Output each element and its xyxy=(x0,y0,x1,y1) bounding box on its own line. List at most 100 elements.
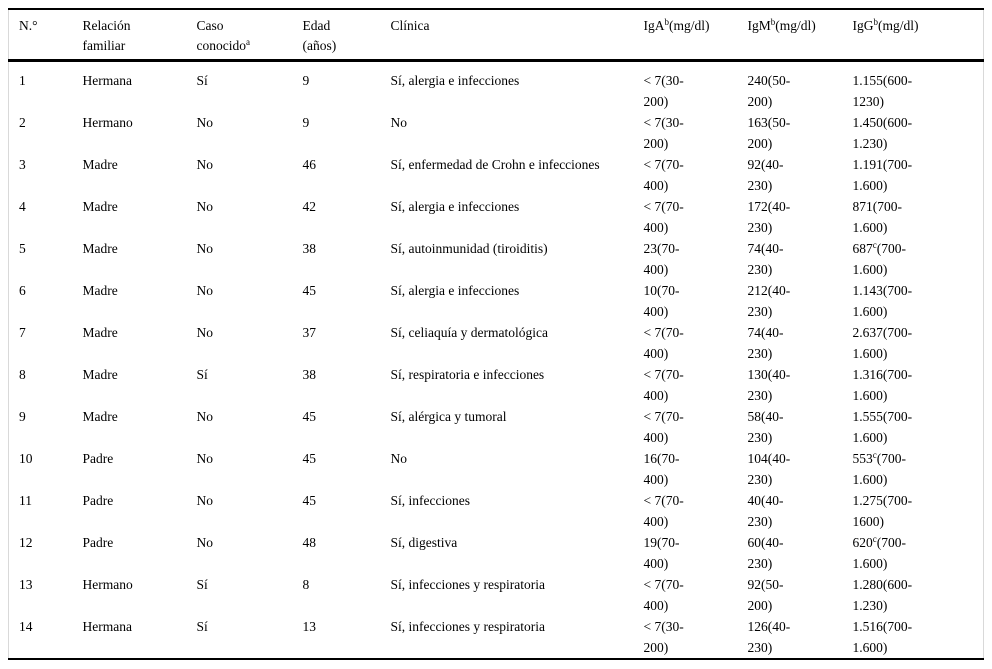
footnote-marker-a: a xyxy=(246,37,250,47)
cell-clinica: Sí, autoinmunidad (tiroiditis) xyxy=(390,241,548,256)
column-header-caso: Caso conocidoa xyxy=(196,9,303,62)
cell-igg: 871(700- 1.600) xyxy=(852,199,903,235)
cell-clinica: No xyxy=(390,115,408,130)
cell-num: 7 xyxy=(19,325,26,340)
cell-clinica: Sí, infecciones y respiratoria xyxy=(390,577,545,592)
cell-relacion: Madre xyxy=(82,283,118,298)
cell-edad: 45 xyxy=(302,409,317,424)
table-row: 12 Padre No 48 Sí, digestiva 19(70- 400) 60(40-… xyxy=(9,532,984,574)
cell-num: 10 xyxy=(19,451,33,466)
cell-igm: 74(40- 230) xyxy=(747,241,784,277)
cell-iga: < 7(30- 200) xyxy=(643,115,684,151)
cell-igg: 1.155(600- 1230) xyxy=(852,73,913,109)
cell-caso: No xyxy=(196,325,214,340)
cell-caso: Sí xyxy=(196,73,208,88)
cell-igm: 126(40- 230) xyxy=(747,619,791,655)
cell-caso: No xyxy=(196,493,214,508)
cell-num: 5 xyxy=(19,241,26,256)
cell-edad: 37 xyxy=(302,325,317,340)
table-row: 10 Padre No 45 No 16(70- 400) 104(40- 230) 553c(7… xyxy=(9,448,984,490)
cell-edad: 46 xyxy=(302,157,317,172)
cell-iga: < 7(70- 400) xyxy=(643,199,684,235)
cell-caso: No xyxy=(196,451,214,466)
cell-relacion: Madre xyxy=(82,199,118,214)
table-header: N.° Relación familiar Caso conocidoa Edad (año… xyxy=(8,9,984,62)
cell-igg: 1.275(700- 1600) xyxy=(852,493,913,529)
cell-igm: 92(50- 200) xyxy=(747,577,784,613)
table-row: 9 Madre No 45 Sí, alérgica y tumoral < 7(70- 4… xyxy=(9,406,984,448)
cell-igg: 553c(700- 1.600) xyxy=(852,450,907,488)
cell-igm: 130(40- 230) xyxy=(747,367,791,403)
table-row: 7 Madre No 37 Sí, celiaquía y dermatológica <… xyxy=(9,322,984,364)
cell-edad: 48 xyxy=(302,535,317,550)
cell-iga: 10(70- 400) xyxy=(643,283,680,319)
cell-edad: 42 xyxy=(302,199,317,214)
cell-num: 8 xyxy=(19,367,26,382)
cell-iga: < 7(30- 200) xyxy=(643,619,684,655)
cell-caso: No xyxy=(196,535,214,550)
cell-igg: 1.143(700- 1.600) xyxy=(852,283,913,319)
cell-caso: No xyxy=(196,115,214,130)
column-header-igm: IgMb(mg/dl) xyxy=(747,9,853,62)
column-header-relacion: Relación familiar xyxy=(82,9,197,62)
table-row: 8 Madre Sí 38 Sí, respiratoria e infecciones… xyxy=(9,364,984,406)
cell-edad: 38 xyxy=(302,367,317,382)
cell-num: 9 xyxy=(19,409,26,424)
cell-num: 13 xyxy=(19,577,33,592)
table-row: 5 Madre No 38 Sí, autoinmunidad (tiroiditis)… xyxy=(9,238,984,280)
footnote-marker-c: c xyxy=(872,240,877,250)
cell-relacion: Hermana xyxy=(82,73,132,88)
cell-igm: 212(40- 230) xyxy=(747,283,791,319)
header-row: N.° Relación familiar Caso conocidoa Edad (año… xyxy=(8,9,984,62)
cell-iga: < 7(70- 400) xyxy=(643,493,684,529)
cell-relacion: Padre xyxy=(82,451,114,466)
cell-caso: Sí xyxy=(196,367,208,382)
footnote-marker-b: b xyxy=(873,17,879,27)
cell-iga: 23(70- 400) xyxy=(643,241,680,277)
cell-iga: 16(70- 400) xyxy=(643,451,680,487)
cell-clinica: Sí, digestiva xyxy=(390,535,458,550)
cell-igm: 172(40- 230) xyxy=(747,199,791,235)
column-header-iga: IgAb(mg/dl) xyxy=(643,9,748,62)
cell-caso: No xyxy=(196,157,214,172)
cell-clinica: No xyxy=(390,451,408,466)
cell-relacion: Madre xyxy=(82,157,118,172)
cell-iga: < 7(70- 400) xyxy=(643,325,684,361)
cell-igm: 74(40- 230) xyxy=(747,325,784,361)
cell-igg: 1.316(700- 1.600) xyxy=(852,367,913,403)
cell-iga: < 7(70- 400) xyxy=(643,157,684,193)
family-immunoglobulin-table: N.° Relación familiar Caso conocidoa Edad (año… xyxy=(8,8,984,660)
cell-clinica: Sí, alergia e infecciones xyxy=(390,199,520,214)
table-row: 4 Madre No 42 Sí, alergia e infecciones < 7(7… xyxy=(9,196,984,238)
table-body: 1 Hermana Sí 9 Sí, alergia e infecciones < 7(… xyxy=(9,61,984,660)
cell-iga: < 7(70- 400) xyxy=(643,577,684,613)
table-row: 14 Hermana Sí 13 Sí, infecciones y respirato… xyxy=(9,616,984,659)
column-header-igg: IgGb(mg/dl) xyxy=(852,9,984,62)
cell-relacion: Madre xyxy=(82,325,118,340)
cell-clinica: Sí, enfermedad de Crohn e infecciones xyxy=(390,157,600,172)
cell-igg: 1.516(700- 1.600) xyxy=(852,619,913,655)
column-header-edad: Edad (años) xyxy=(302,9,391,62)
cell-iga: < 7(70- 400) xyxy=(643,409,684,445)
cell-igg: 1.280(600- 1.230) xyxy=(852,577,913,613)
cell-igg: 1.191(700- 1.600) xyxy=(852,157,913,193)
cell-clinica: Sí, alergia e infecciones xyxy=(390,283,520,298)
cell-num: 4 xyxy=(19,199,26,214)
cell-relacion: Hermano xyxy=(82,115,133,130)
cell-clinica: Sí, celiaquía y dermatológica xyxy=(390,325,548,340)
cell-caso: No xyxy=(196,283,214,298)
cell-num: 14 xyxy=(19,619,33,634)
cell-clinica: Sí, infecciones xyxy=(390,493,470,508)
cell-relacion: Padre xyxy=(82,493,114,508)
footnote-marker-c: c xyxy=(872,450,877,460)
cell-caso: No xyxy=(196,241,214,256)
cell-edad: 8 xyxy=(302,577,310,592)
cell-igg: 1.555(700- 1.600) xyxy=(852,409,913,445)
cell-igm: 58(40- 230) xyxy=(747,409,784,445)
cell-relacion: Padre xyxy=(82,535,114,550)
cell-caso: Sí xyxy=(196,577,208,592)
cell-igm: 104(40- 230) xyxy=(747,451,791,487)
cell-caso: No xyxy=(196,199,214,214)
cell-caso: Sí xyxy=(196,619,208,634)
cell-relacion: Madre xyxy=(82,409,118,424)
